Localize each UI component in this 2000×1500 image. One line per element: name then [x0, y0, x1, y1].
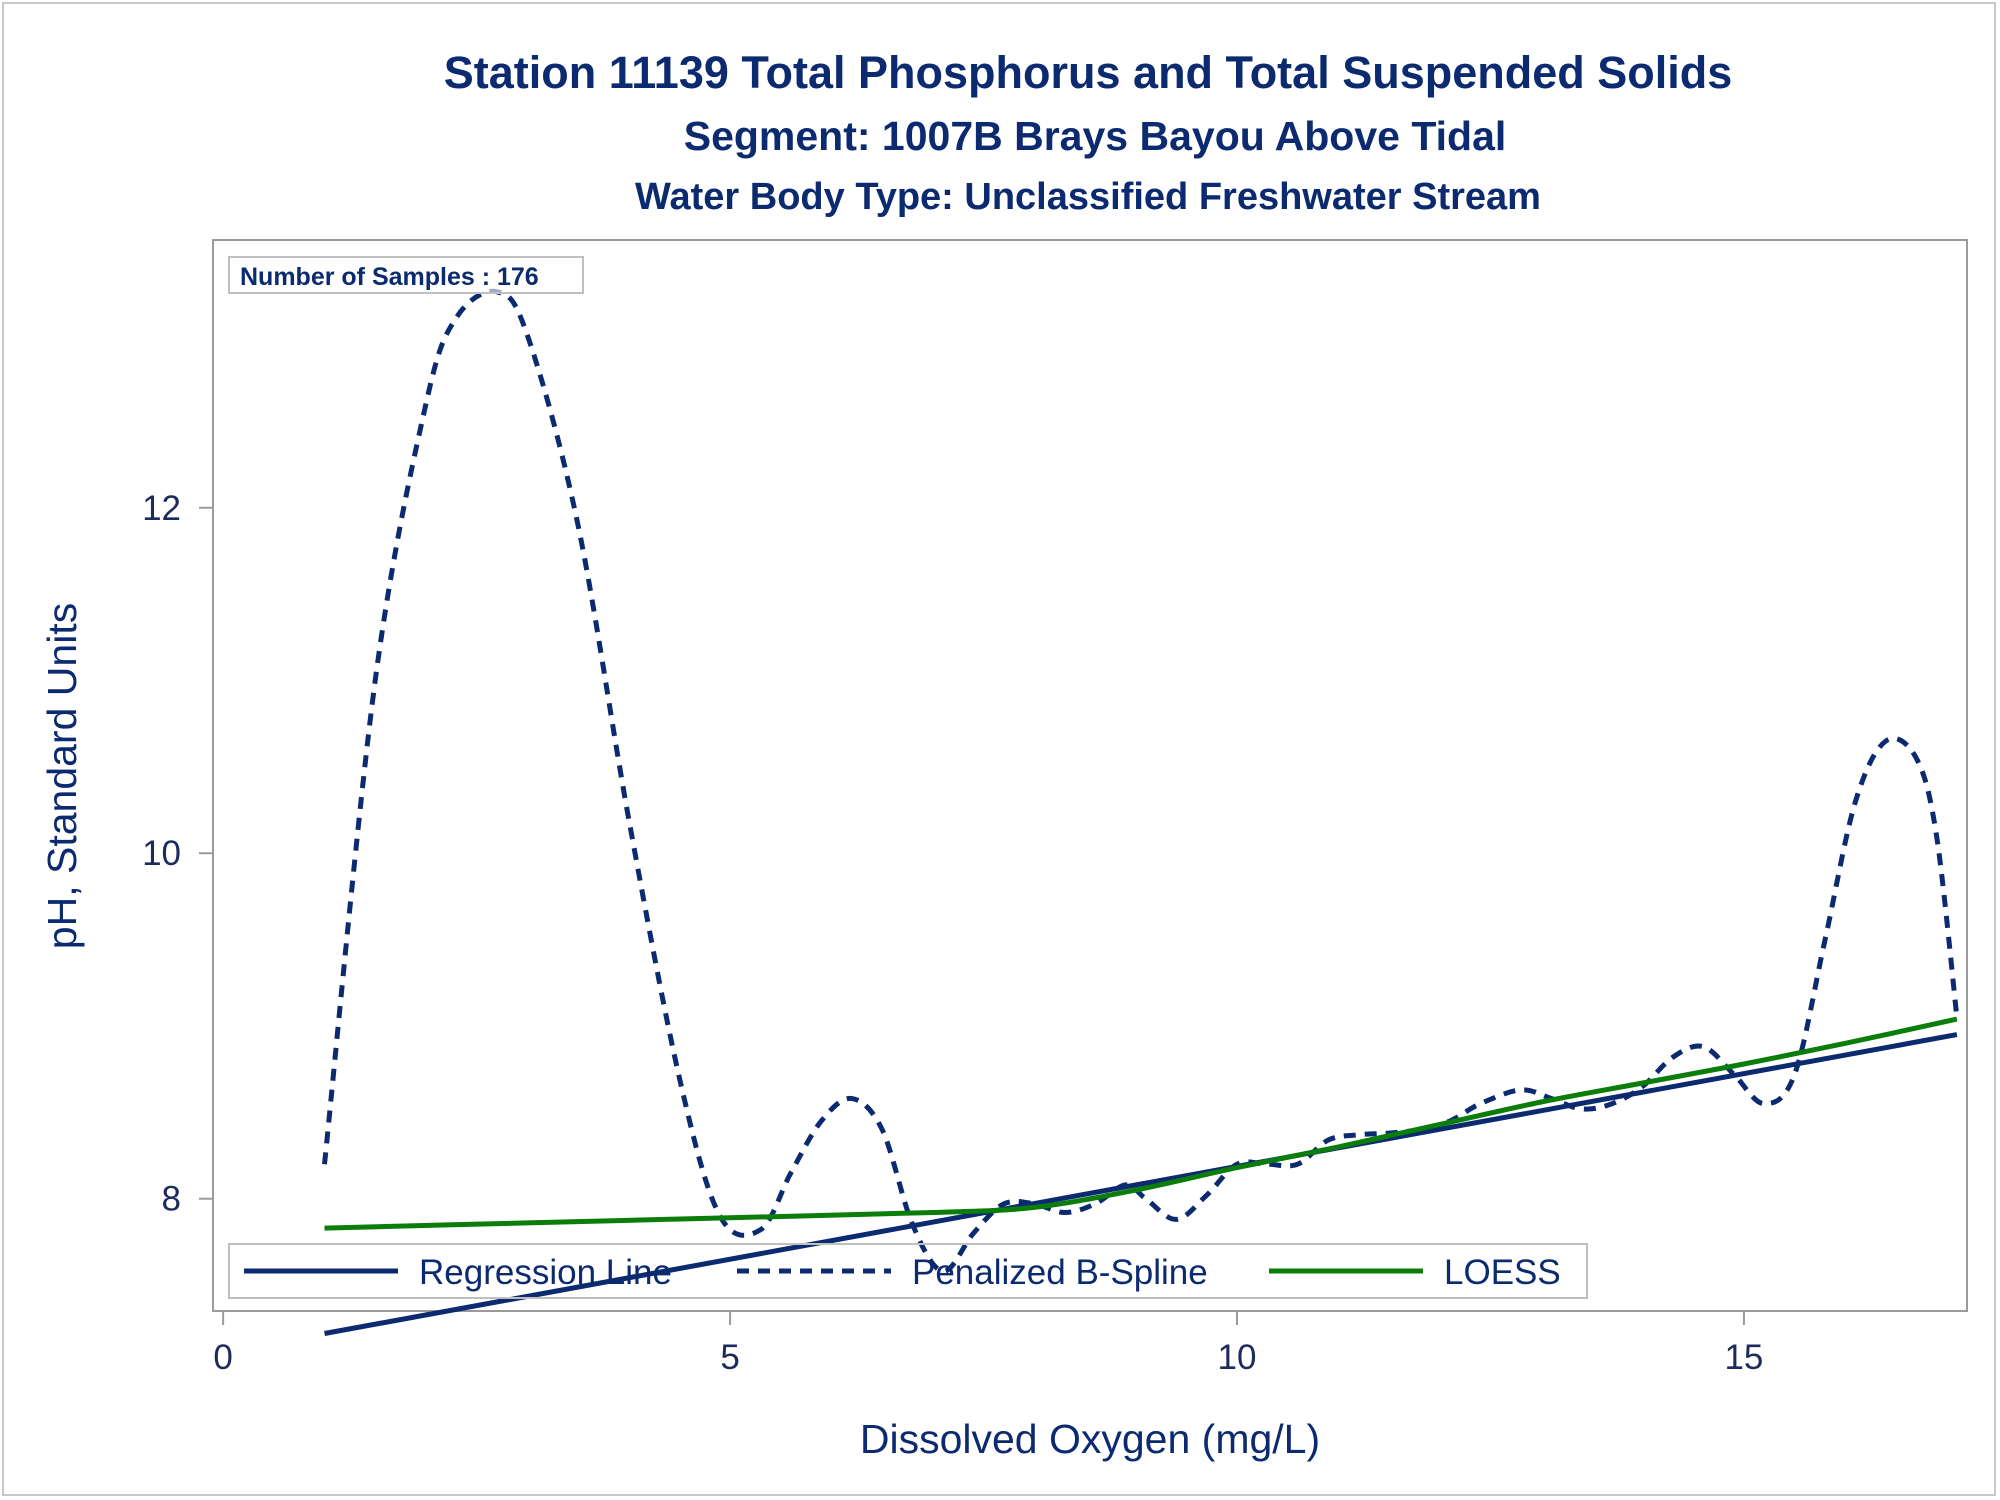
chart-title: Station 11139 Total Phosphorus and Total…: [444, 47, 1733, 98]
y-axis: 8 10 12: [142, 489, 213, 1219]
legend: Regression Line Penalized B-Spline LOESS: [228, 1243, 1588, 1299]
chart-subtitle: Segment: 1007B Brays Bayou Above Tidal: [684, 113, 1507, 159]
x-tick-label: 5: [720, 1338, 739, 1377]
sample-count-box: [228, 256, 584, 294]
y-tick-label: 10: [142, 834, 181, 873]
legend-label-penalized-b-spline: Penalized B-Spline: [912, 1253, 1208, 1292]
sample-count-inset: Number of Samples : 176: [228, 256, 584, 294]
y-axis-label: pH, Standard Units: [39, 603, 85, 949]
x-tick-label: 10: [1218, 1338, 1257, 1377]
regression-line-series: [324, 1032, 1958, 1336]
x-tick-label: 15: [1724, 1338, 1763, 1377]
penalized-b-spline-series: [322, 288, 1960, 1274]
chart-svg: Station 11139 Total Phosphorus and Total…: [39, 47, 1968, 1462]
legend-label-regression-line: Regression Line: [419, 1253, 672, 1292]
series-layer: [322, 288, 1960, 1336]
x-axis-label: Dissolved Oxygen (mg/L): [860, 1416, 1320, 1462]
y-tick-label: 12: [142, 489, 181, 528]
sample-count-text: Number of Samples : 176: [240, 263, 539, 291]
legend-box: [228, 1243, 1588, 1299]
loess-curve-series: [324, 1016, 1958, 1231]
chart-subtitle-2: Water Body Type: Unclassified Freshwater…: [635, 176, 1541, 218]
legend-label-loess-curve: LOESS: [1444, 1253, 1561, 1292]
y-tick-label: 8: [162, 1180, 181, 1219]
x-axis: 0 5 10 15: [213, 1310, 1763, 1377]
plot-area: [212, 239, 1968, 1312]
x-tick-label: 0: [213, 1338, 232, 1377]
